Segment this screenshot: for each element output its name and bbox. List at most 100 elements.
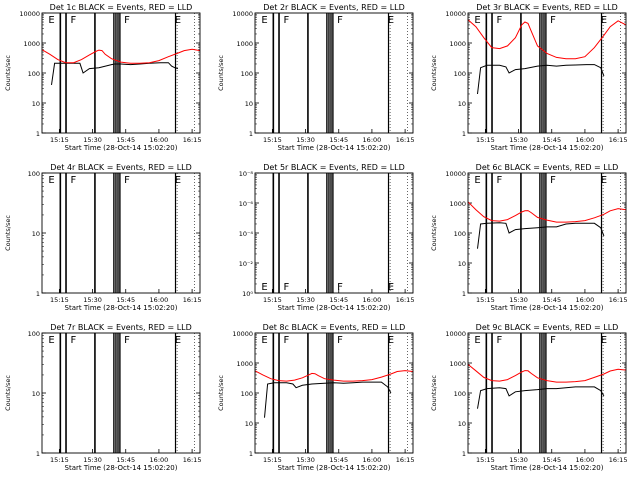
chart-panel-7: Det 7r BLACK = Events, RED = LLD Counts/s… (4, 323, 201, 472)
annotation-e: E (48, 335, 54, 346)
x-tick-label: 15:45 (329, 296, 348, 304)
x-axis-label: Start Time (28-Oct-14 15:02:20) (65, 144, 178, 152)
x-tick-label: 15:45 (542, 296, 561, 304)
x-tick-label: 15:30 (83, 136, 102, 144)
x-axis-label: Start Time (28-Oct-14 15:02:20) (278, 304, 391, 312)
y-tick-label: 1000 (236, 40, 253, 48)
x-tick-label: 15:45 (116, 136, 135, 144)
annotation-f: F (496, 335, 502, 346)
y-tick-label: 10000 (445, 330, 466, 338)
y-tick-label: 10000 (19, 10, 40, 18)
x-tick-label: 15:45 (329, 136, 348, 144)
x-tick-label: 15:45 (116, 296, 135, 304)
annotation-e: E (474, 335, 480, 346)
y-tick-label: 1000 (23, 40, 40, 48)
x-tick-label: 15:15 (476, 136, 495, 144)
y-tick-label: 10 (32, 100, 40, 108)
annotation-f: F (550, 175, 556, 186)
x-tick-label: 15:45 (542, 456, 561, 464)
x-tick-label: 15:15 (263, 456, 282, 464)
annotation-e: E (175, 15, 181, 26)
y-tick-label: 100 (28, 70, 40, 78)
x-tick-label: 15:15 (263, 136, 282, 144)
x-tick-label: 16:00 (363, 136, 382, 144)
y-tick-label: 10000 (232, 330, 253, 338)
y-tick-label: 10 (32, 390, 40, 398)
y-tick-label: 10⁻² (239, 260, 254, 268)
annotation-f: F (283, 15, 289, 26)
lld-series-line (41, 48, 201, 64)
x-tick-label: 16:15 (609, 136, 628, 144)
events-series-line (264, 381, 392, 418)
y-axis-label: Counts/sec (430, 55, 438, 91)
annotation-f: F (496, 175, 502, 186)
x-tick-label: 15:15 (263, 296, 282, 304)
annotation-f: F (550, 335, 556, 346)
y-tick-label: 100 (454, 70, 466, 78)
y-tick-label: 10⁻⁴ (239, 230, 254, 238)
y-tick-label: 1 (249, 130, 253, 138)
y-tick-label: 100 (28, 330, 40, 338)
x-tick-label: 16:15 (396, 296, 415, 304)
y-tick-label: 1 (462, 450, 466, 458)
y-tick-label: 1 (462, 290, 466, 298)
x-tick-label: 16:15 (396, 136, 415, 144)
annotation-e: E (261, 335, 267, 346)
y-tick-label: 1 (36, 130, 40, 138)
y-tick-label: 10⁰ (242, 290, 253, 298)
plot-frame (254, 12, 414, 134)
y-tick-label: 10 (458, 100, 466, 108)
x-tick-label: 15:30 (83, 296, 102, 304)
x-tick-label: 15:15 (476, 456, 495, 464)
y-tick-label: 10000 (445, 170, 466, 178)
y-axis-label: Counts/sec (217, 375, 225, 411)
chart-panel-3: Det 3r BLACK = Events, RED = LLD Counts/s… (430, 3, 627, 152)
y-tick-label: 10⁻⁸ (239, 170, 254, 178)
events-series-line (51, 62, 179, 85)
x-tick-label: 15:45 (542, 136, 561, 144)
x-axis-label: Start Time (28-Oct-14 15:02:20) (65, 464, 178, 472)
x-tick-label: 16:00 (576, 136, 595, 144)
annotation-f: F (337, 282, 343, 293)
x-tick-label: 15:30 (296, 456, 315, 464)
x-tick-label: 15:15 (476, 296, 495, 304)
lld-series-line (254, 370, 414, 382)
x-tick-label: 16:00 (363, 456, 382, 464)
x-tick-label: 15:30 (296, 136, 315, 144)
y-tick-label: 10⁻⁶ (239, 200, 254, 208)
y-tick-label: 10000 (232, 10, 253, 18)
annotation-f: F (496, 15, 502, 26)
annotation-e: E (474, 15, 480, 26)
plot-frame (41, 12, 201, 134)
annotation-e: E (388, 335, 394, 346)
events-series-line (477, 386, 605, 409)
x-axis-label: Start Time (28-Oct-14 15:02:20) (278, 464, 391, 472)
chart-title: Det 1c BLACK = Events, RED = LLD (50, 3, 193, 12)
y-tick-label: 100 (454, 230, 466, 238)
x-tick-label: 16:15 (609, 296, 628, 304)
x-tick-label: 16:00 (150, 296, 169, 304)
y-axis-label: Counts/sec (4, 55, 12, 91)
annotation-e: E (601, 175, 607, 186)
x-tick-label: 15:45 (329, 456, 348, 464)
annotation-f: F (70, 15, 76, 26)
lld-series-line (467, 201, 627, 223)
chart-title: Det 9c BLACK = Events, RED = LLD (476, 323, 619, 332)
plot-frame (467, 172, 627, 294)
y-axis-label: Counts/sec (4, 215, 12, 251)
x-tick-label: 16:00 (363, 296, 382, 304)
chart-panel-5: Det 5r BLACK = Events, RED = LLD 10⁰ 10⁻² 1… (239, 163, 415, 312)
x-tick-label: 15:30 (509, 136, 528, 144)
x-tick-label: 16:15 (609, 456, 628, 464)
x-tick-label: 16:15 (183, 456, 202, 464)
y-tick-label: 10 (458, 420, 466, 428)
y-tick-label: 1000 (449, 360, 466, 368)
chart-title: Det 6c BLACK = Events, RED = LLD (476, 163, 619, 172)
plot-frame (467, 12, 627, 134)
chart-panel-8: Det 8c BLACK = Events, RED = LLD Counts/s… (217, 323, 414, 472)
annotation-e: E (601, 335, 607, 346)
x-tick-label: 15:30 (509, 456, 528, 464)
y-tick-label: 1 (36, 450, 40, 458)
x-tick-label: 15:15 (50, 136, 69, 144)
x-tick-label: 15:15 (50, 456, 69, 464)
